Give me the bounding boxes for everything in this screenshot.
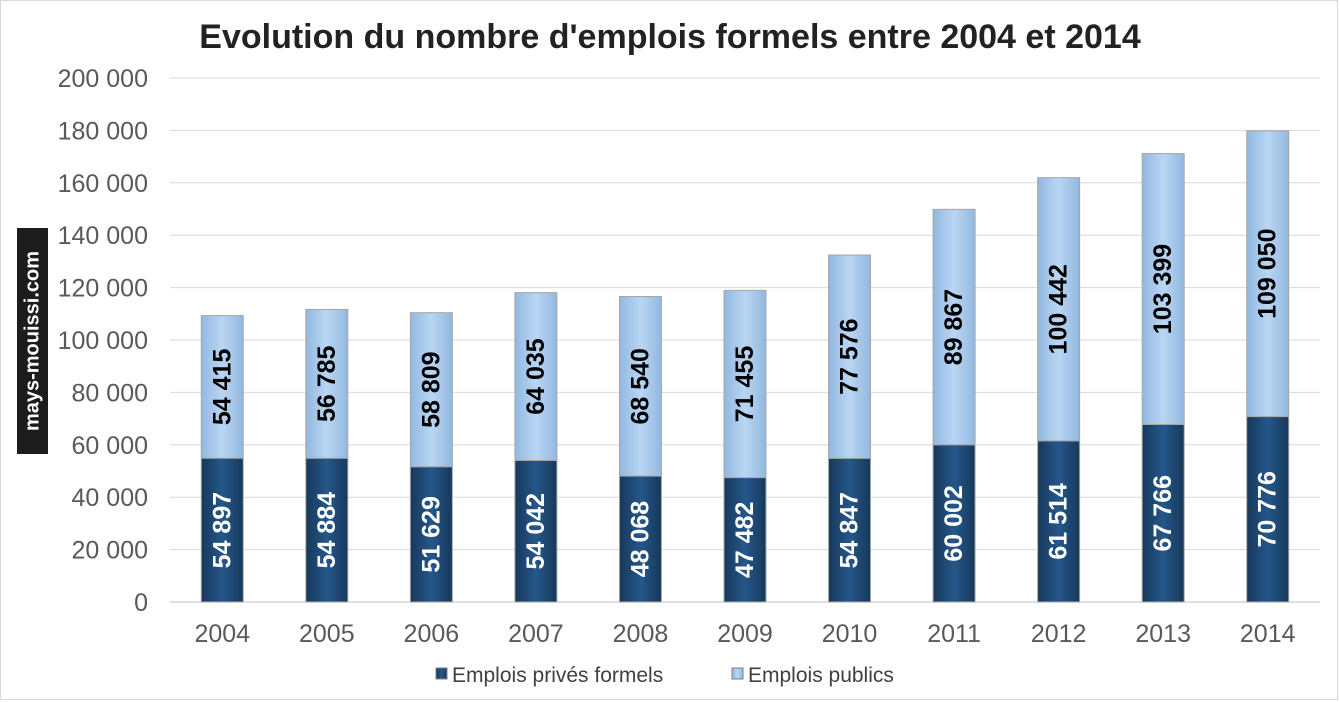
x-tick-label: 2014 (1240, 620, 1296, 648)
bar-segment-prive (514, 459, 558, 603)
watermark-text: mays-mouissi.com (21, 250, 43, 432)
data-label-public: 109 050 (1254, 229, 1282, 319)
bar-segment-public (828, 254, 872, 459)
data-label-prive: 67 766 (1149, 475, 1177, 551)
data-label-prive: 54 884 (313, 492, 341, 569)
bars: 54 897 54 415 54 884 56 785 51 629 58 809 54 0… (200, 130, 1290, 603)
bar-segment-public (1141, 153, 1185, 425)
x-tick-label: 2004 (194, 620, 250, 648)
bar-segment-prive (618, 475, 662, 603)
data-label-public: 103 399 (1149, 244, 1177, 334)
data-label-public: 77 576 (836, 318, 864, 394)
data-label-public: 68 540 (626, 348, 654, 424)
x-tick-label: 2007 (508, 620, 564, 648)
legend-label: Emplois publics (748, 664, 894, 687)
legend-swatch (435, 667, 448, 680)
x-tick-label: 2008 (613, 620, 669, 648)
data-label-prive: 48 068 (626, 501, 654, 578)
data-label-public: 100 442 (1045, 264, 1073, 354)
x-tick-label: 2013 (1135, 620, 1191, 648)
y-tick-label: 40 000 (72, 484, 148, 512)
bar-segment-public (305, 308, 349, 459)
bar-segment-public (1037, 177, 1081, 442)
y-tick-label: 180 000 (58, 117, 148, 145)
bar-segment-public (200, 315, 244, 459)
bar-segment-public (723, 289, 767, 479)
y-axis: 0 20 000 40 000 60 000 80 000 100 000 120 000 1… (58, 65, 148, 617)
data-label-public: 64 035 (522, 338, 550, 415)
bar-segment-public (932, 208, 976, 446)
y-tick-label: 160 000 (58, 170, 148, 198)
x-tick-label: 2005 (299, 620, 355, 648)
legend: Emplois privés formels Emplois publics (435, 664, 894, 687)
legend-label: Emplois privés formels (452, 664, 663, 687)
data-label-public: 89 867 (940, 289, 968, 365)
legend-swatch (731, 667, 744, 680)
y-tick-label: 140 000 (58, 222, 148, 250)
data-label-public: 56 785 (313, 345, 341, 422)
x-axis: 2004 2005 2006 2007 2008 2009 2010 2011 2012 2013… (194, 620, 1295, 648)
data-label-public: 71 455 (731, 346, 759, 423)
data-label-prive: 54 847 (836, 492, 864, 568)
x-tick-label: 2010 (822, 620, 878, 648)
data-label-prive: 61 514 (1045, 483, 1073, 560)
y-tick-label: 100 000 (58, 327, 148, 355)
data-label-prive: 54 042 (522, 493, 550, 569)
x-tick-label: 2009 (717, 620, 773, 648)
bar-segment-public (1246, 130, 1290, 418)
gridlines (170, 77, 1320, 603)
watermark: mays-mouissi.com (17, 228, 48, 454)
bar-segment-prive (305, 457, 349, 603)
data-label-prive: 51 629 (417, 496, 445, 572)
x-tick-label: 2011 (927, 620, 981, 648)
chart-title: Evolution du nombre d'emplois formels en… (199, 18, 1141, 56)
bar-segment-public (409, 312, 453, 468)
data-label-prive: 70 776 (1254, 471, 1282, 547)
y-tick-label: 80 000 (72, 379, 148, 407)
bar-segment-prive (723, 477, 767, 603)
data-label-prive: 54 897 (208, 492, 236, 568)
data-label-public: 58 809 (417, 351, 445, 427)
data-label-public: 54 415 (208, 349, 236, 426)
y-tick-label: 20 000 (72, 537, 148, 565)
data-label-prive: 47 482 (731, 502, 759, 578)
y-tick-label: 200 000 (58, 65, 148, 93)
bar-segment-public (618, 295, 662, 477)
bar-segment-public (514, 292, 558, 461)
bar-segment-prive (1141, 423, 1185, 603)
bar-segment-prive (200, 457, 244, 603)
x-tick-label: 2012 (1031, 620, 1087, 648)
y-tick-label: 120 000 (58, 275, 148, 303)
y-tick-label: 60 000 (72, 432, 148, 460)
bar-segment-prive (1037, 440, 1081, 603)
data-label-prive: 60 002 (940, 485, 968, 561)
x-tick-label: 2006 (404, 620, 460, 648)
y-tick-label: 0 (134, 589, 148, 617)
